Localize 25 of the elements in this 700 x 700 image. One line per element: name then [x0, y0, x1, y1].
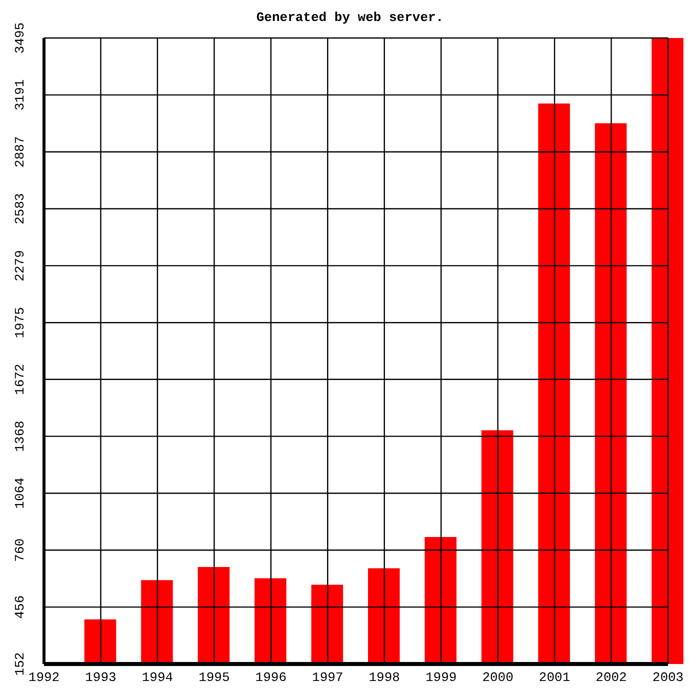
y-tick-label: 3191 [12, 79, 28, 111]
x-tick-label: 1995 [198, 670, 230, 685]
x-tick-label: 2001 [538, 670, 570, 685]
y-tick-label: 2887 [12, 136, 28, 168]
y-tick-label: 1672 [12, 364, 28, 395]
x-tick-label: 1999 [425, 670, 457, 685]
x-tick-label: 1992 [28, 670, 60, 685]
y-tick-label: 152 [12, 652, 28, 676]
y-tick-label: 1064 [12, 477, 28, 509]
y-tick-label: 760 [12, 538, 28, 562]
x-tick-label: 1998 [368, 670, 400, 685]
y-tick-label: 3495 [12, 22, 28, 54]
x-tick-label: 1996 [255, 670, 287, 685]
x-tick-label: 1997 [312, 670, 344, 685]
y-tick-label: 2279 [12, 250, 28, 282]
x-tick-label: 2000 [482, 670, 514, 685]
y-tick-label: 456 [12, 595, 28, 619]
y-tick-label: 2583 [12, 193, 28, 224]
x-tick-label: 1994 [142, 670, 174, 685]
y-tick-label: 1975 [12, 307, 28, 338]
chart-title: Generated by web server. [256, 10, 444, 25]
x-tick-label: 1993 [85, 670, 116, 685]
y-tick-label: 1368 [12, 420, 28, 452]
x-tick-label: 2003 [652, 670, 684, 685]
x-tick-label: 2002 [596, 670, 627, 685]
